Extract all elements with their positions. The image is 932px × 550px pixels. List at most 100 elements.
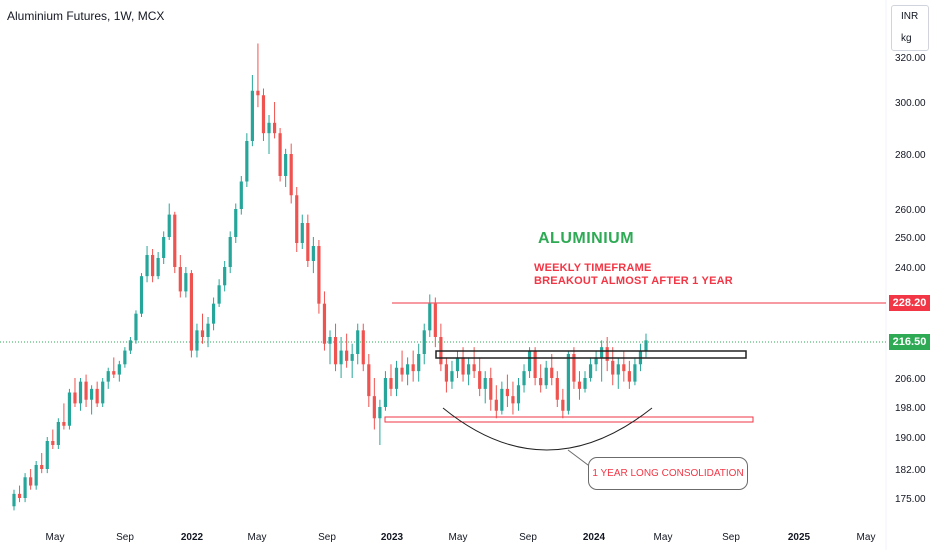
y-tick-label: 300.00 <box>895 98 926 109</box>
candle-body <box>428 303 432 331</box>
candle <box>417 343 421 382</box>
candle <box>189 270 194 358</box>
consolidation-arc[interactable] <box>442 407 653 451</box>
candle-body <box>106 371 110 382</box>
candle <box>433 297 437 348</box>
candle-body <box>317 246 321 304</box>
candle <box>428 294 432 337</box>
candle <box>167 203 171 240</box>
candle-body <box>284 154 288 176</box>
candle <box>466 357 471 386</box>
candle-body <box>383 378 388 407</box>
candle-body <box>189 273 194 351</box>
candle-body <box>627 371 631 382</box>
resistance-price-tag: 228.20 <box>889 295 930 311</box>
candle-body <box>483 378 487 389</box>
candle <box>472 347 476 378</box>
candle-body <box>622 364 626 372</box>
candle-body <box>466 364 471 375</box>
candle <box>516 378 521 411</box>
x-tick-label: 2025 <box>788 532 811 543</box>
candle <box>616 357 620 389</box>
candle <box>56 418 60 449</box>
candle-body <box>84 381 88 400</box>
candle-body <box>267 122 271 134</box>
unit-selector[interactable]: INR kg <box>891 5 929 51</box>
x-tick-label: 2024 <box>583 532 606 543</box>
x-tick-label: Sep <box>519 532 537 543</box>
candle-body <box>34 465 38 486</box>
candle <box>422 323 426 365</box>
candle <box>378 399 382 445</box>
candle <box>17 485 22 503</box>
candle <box>367 354 371 407</box>
x-tick-label: Sep <box>116 532 134 543</box>
candle <box>139 273 144 317</box>
candle <box>544 360 548 389</box>
candle <box>95 381 99 407</box>
y-tick-label: 182.00 <box>895 465 926 476</box>
candle <box>150 249 155 283</box>
candle-body <box>450 371 454 382</box>
candle <box>40 453 44 474</box>
candle <box>561 388 565 419</box>
candle <box>34 461 38 490</box>
candle <box>550 354 554 386</box>
candle <box>627 360 631 389</box>
candle-body <box>322 303 327 344</box>
time-axis[interactable]: May Sep 2022 May Sep 2023 May Sep 2024 May Sep 2025… <box>46 532 876 543</box>
candle-body <box>272 122 277 134</box>
candle-body <box>112 371 116 375</box>
candle <box>134 310 138 344</box>
candle-body <box>289 154 293 196</box>
candle <box>117 360 121 382</box>
candle <box>267 115 271 154</box>
candle <box>345 333 349 368</box>
candle <box>322 291 327 351</box>
candle-body <box>544 367 548 386</box>
resistance-zone-box[interactable] <box>435 350 747 359</box>
candle <box>572 347 576 389</box>
candle <box>295 187 299 252</box>
candle <box>527 347 532 378</box>
candle-body <box>51 441 55 445</box>
candle <box>588 357 593 382</box>
candle-body <box>206 323 210 337</box>
candle <box>184 267 188 298</box>
candle <box>206 317 210 348</box>
candle-body <box>555 378 559 400</box>
candle <box>239 176 243 215</box>
candle <box>73 378 77 407</box>
candle <box>611 347 615 386</box>
candle-body <box>550 367 554 378</box>
candle-body <box>45 441 49 469</box>
candle-body <box>167 214 171 237</box>
annotation-title: ALUMINIUM <box>538 230 635 247</box>
candle-body <box>411 364 415 372</box>
candle <box>306 214 310 267</box>
candle <box>500 381 504 415</box>
candle-body <box>128 340 133 351</box>
candle-body <box>134 313 138 341</box>
levels <box>0 302 886 343</box>
candle <box>483 371 487 404</box>
candle <box>333 323 338 372</box>
candle <box>450 360 454 389</box>
x-tick-label: 2022 <box>181 532 204 543</box>
y-tick-label: 320.00 <box>895 53 926 64</box>
candle <box>439 323 443 372</box>
candle-body <box>101 381 105 404</box>
candle-body <box>417 354 421 372</box>
candle-body <box>139 276 144 314</box>
price-axis[interactable]: 175.00 182.00 190.00 198.00 206.00 240.00 250.… <box>895 53 926 505</box>
candle-body <box>217 285 221 304</box>
candle <box>123 347 127 368</box>
candle-body <box>583 378 587 389</box>
candle-body <box>150 255 155 277</box>
candle-body <box>261 95 266 134</box>
candle-body <box>605 347 609 361</box>
candle <box>356 323 360 365</box>
candle <box>51 429 55 449</box>
support-zone-box[interactable] <box>384 416 754 423</box>
